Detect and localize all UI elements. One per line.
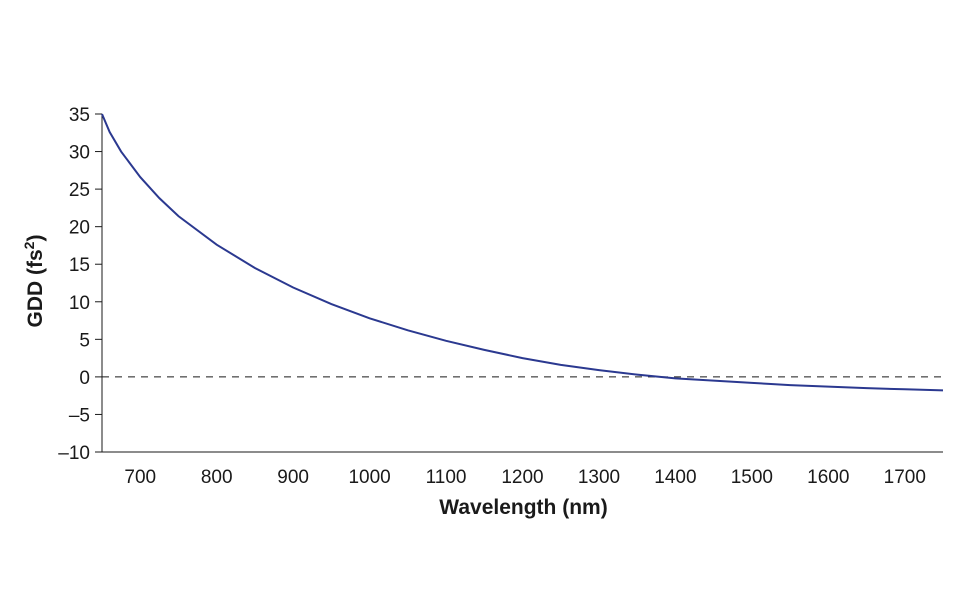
y-axis-title-main: GDD (fs — [24, 249, 47, 327]
x-ticks: 700 800 900 1000 1100 1200 1300 1400 1500 1600 170… — [124, 467, 926, 488]
y-tick-label: 35 — [69, 105, 90, 126]
x-tick-label: 1200 — [501, 467, 543, 488]
x-tick-label: 800 — [201, 467, 233, 488]
y-tick-label: –10 — [58, 443, 90, 464]
y-tick-label: 25 — [69, 180, 90, 201]
x-tick-label: 900 — [277, 467, 309, 488]
y-axis-title-superscript: 2 — [21, 241, 37, 249]
axes — [101, 114, 943, 453]
x-tick-label: 1100 — [426, 467, 467, 488]
y-tick-label: 5 — [79, 330, 90, 351]
x-tick-label: 1300 — [578, 467, 620, 488]
y-tick-label: 10 — [69, 293, 90, 314]
x-tick-label: 1700 — [884, 467, 926, 488]
y-axis-title: GDD (fs2) — [21, 235, 47, 328]
y-axis-title-suffix: ) — [24, 235, 47, 242]
x-axis-title: Wavelength (nm) — [439, 496, 607, 519]
y-tick-label: 0 — [79, 368, 90, 389]
y-ticks: 35 30 25 20 15 10 5 0 –5 –10 — [58, 105, 102, 464]
y-tick-label: 15 — [69, 255, 90, 276]
x-tick-label: 1500 — [731, 467, 773, 488]
series-line-gdd — [101, 113, 944, 392]
x-tick-label: 1600 — [807, 467, 849, 488]
x-tick-label: 700 — [124, 467, 156, 488]
y-tick-label: 30 — [69, 143, 90, 164]
x-tick-label: 1400 — [654, 467, 696, 488]
y-tick-label: 20 — [69, 218, 90, 239]
x-tick-label: 1000 — [348, 467, 390, 488]
y-tick-label: –5 — [69, 405, 90, 426]
